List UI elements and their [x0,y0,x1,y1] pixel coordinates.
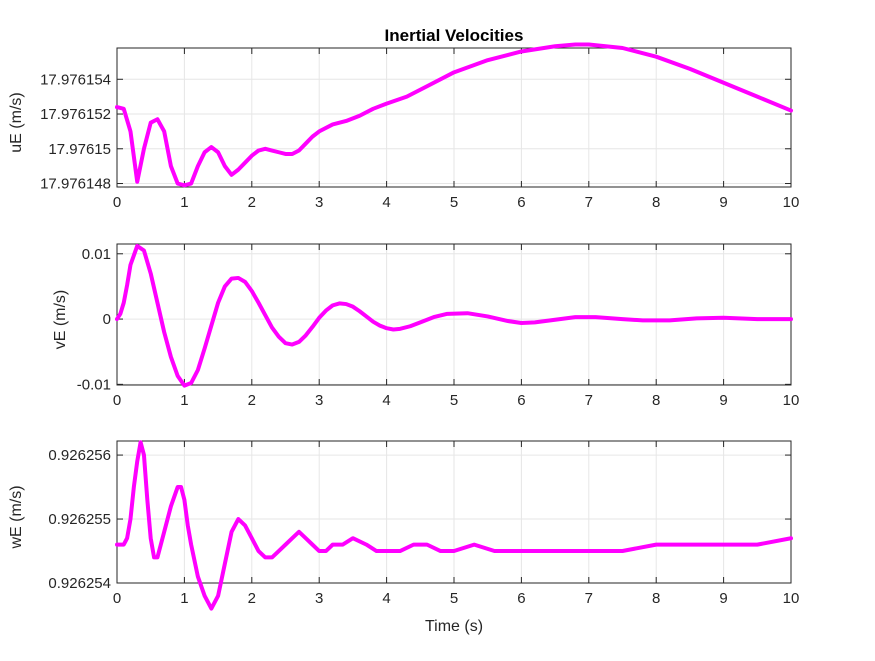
y-tick-label: -0.01 [77,376,111,393]
y-tick-label: 0.01 [82,246,111,263]
x-tick-label: 1 [180,392,188,409]
subplot-we: 0 1 2 3 4 5 6 7 8 9 10 0.926254 0.926255 0.926256 wE … [8,440,799,635]
x-tick-label: 7 [585,590,593,607]
x-tick-label: 3 [315,392,323,409]
x-tick-label: 0 [113,194,121,211]
x-tick-label: 5 [450,590,458,607]
series-line [115,42,793,188]
x-tick-label: 10 [783,590,800,607]
y-tick-label: 17.976154 [40,71,111,88]
x-axis-label: Time (s) [425,618,483,635]
x-tick-label: 9 [719,194,727,211]
x-tick-label: 9 [719,392,727,409]
y-axis-label: wE (m/s) [8,485,25,549]
x-tick-label: 7 [585,194,593,211]
x-tick-label: 2 [248,590,256,607]
y-tick-label: 0.926256 [48,447,111,464]
ticks: 0 1 2 3 4 5 6 7 8 9 10 17.976148 17.97615 17.976152 17… [40,48,799,211]
x-tick-label: 4 [382,590,390,607]
y-tick-label: 0 [103,311,111,328]
x-tick-label: 3 [315,590,323,607]
grid [116,441,792,584]
x-tick-label: 2 [248,194,256,211]
x-tick-label: 2 [248,392,256,409]
y-tick-label: 17.97615 [48,141,111,158]
x-tick-label: 8 [652,590,660,607]
y-tick-label: 0.926254 [48,575,111,592]
y-tick-label: 17.976152 [40,106,111,123]
x-tick-label: 0 [113,590,121,607]
x-tick-label: 9 [719,590,727,607]
figure-title: Inertial Velocities [385,26,524,45]
x-tick-label: 6 [517,590,525,607]
x-tick-label: 8 [652,194,660,211]
subplot-ue: 0 1 2 3 4 5 6 7 8 9 10 17.976148 17.97615 17.976152 17… [8,42,799,211]
y-axis-label: uE (m/s) [8,92,25,152]
x-tick-label: 6 [517,194,525,211]
x-tick-label: 7 [585,392,593,409]
x-tick-label: 1 [180,194,188,211]
x-tick-label: 10 [783,392,800,409]
x-tick-label: 8 [652,392,660,409]
x-tick-label: 4 [382,194,390,211]
x-tick-label: 3 [315,194,323,211]
x-tick-label: 1 [180,590,188,607]
y-tick-label: 17.976148 [40,176,111,193]
series-line [115,243,793,388]
series-line [115,440,793,611]
x-tick-label: 5 [450,194,458,211]
x-tick-label: 10 [783,194,800,211]
ticks: 0 1 2 3 4 5 6 7 8 9 10 0.926254 0.926255 0.926256 [48,441,799,607]
x-tick-label: 0 [113,392,121,409]
y-axis-label: vE (m/s) [52,290,69,350]
x-tick-label: 4 [382,392,390,409]
y-tick-label: 0.926255 [48,511,111,528]
x-tick-label: 6 [517,392,525,409]
x-tick-label: 5 [450,392,458,409]
